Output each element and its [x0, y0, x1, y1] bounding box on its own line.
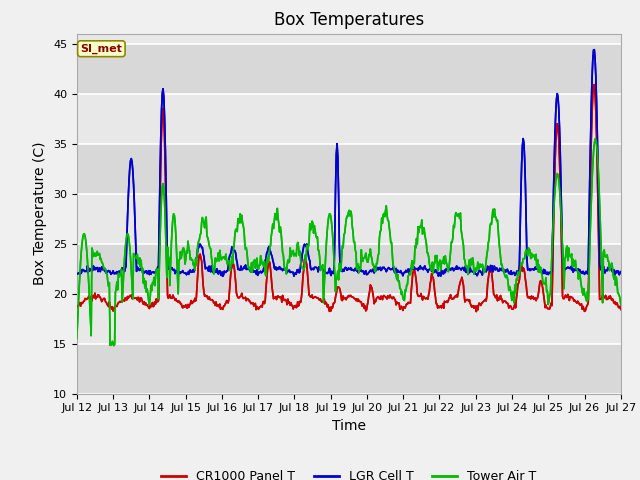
Y-axis label: Box Temperature (C): Box Temperature (C)	[33, 142, 47, 285]
Legend: CR1000 Panel T, LGR Cell T, Tower Air T: CR1000 Panel T, LGR Cell T, Tower Air T	[156, 465, 541, 480]
CR1000 Panel T	[431, 288, 438, 294]
Title: Box Temperatures: Box Temperatures	[274, 11, 424, 29]
CR1000 Panel T	[73, 303, 81, 309]
LGR Cell T	[431, 267, 439, 273]
LGR Cell T	[194, 244, 202, 250]
Bar	[77, 144, 621, 193]
Tower Air T	[416, 224, 424, 229]
X-axis label: Time: Time	[332, 419, 366, 433]
LGR Cell T	[416, 266, 424, 272]
LGR Cell T	[139, 268, 147, 274]
Tower Air T	[195, 239, 202, 244]
LGR Cell T	[83, 268, 90, 274]
CR1000 Panel T	[83, 297, 90, 302]
CR1000 Panel T	[415, 293, 422, 299]
Bar	[77, 193, 621, 243]
Tower Air T	[223, 261, 231, 267]
Tower Air T	[431, 252, 439, 258]
Tower Air T	[73, 336, 81, 341]
CR1000 Panel T	[472, 309, 480, 314]
Line: Tower Air T: Tower Air T	[77, 139, 621, 346]
Bar	[77, 294, 621, 344]
Tower Air T	[140, 280, 147, 286]
LGR Cell T	[73, 271, 81, 277]
CR1000 Panel T	[139, 300, 147, 305]
Tower Air T	[617, 301, 625, 307]
Tower Air T	[591, 136, 599, 142]
Tower Air T	[83, 247, 90, 252]
LGR Cell T	[219, 274, 227, 279]
Line: CR1000 Panel T: CR1000 Panel T	[77, 84, 621, 312]
Tower Air T	[110, 343, 118, 348]
Line: LGR Cell T: LGR Cell T	[77, 49, 621, 276]
CR1000 Panel T	[223, 298, 230, 303]
LGR Cell T	[591, 47, 598, 52]
LGR Cell T	[223, 268, 231, 274]
CR1000 Panel T	[194, 270, 202, 276]
Bar	[77, 44, 621, 94]
CR1000 Panel T	[591, 82, 598, 87]
Bar	[77, 243, 621, 294]
Bar	[77, 94, 621, 144]
LGR Cell T	[617, 269, 625, 275]
Bar	[77, 344, 621, 394]
Text: SI_met: SI_met	[81, 44, 122, 54]
CR1000 Panel T	[617, 307, 625, 312]
